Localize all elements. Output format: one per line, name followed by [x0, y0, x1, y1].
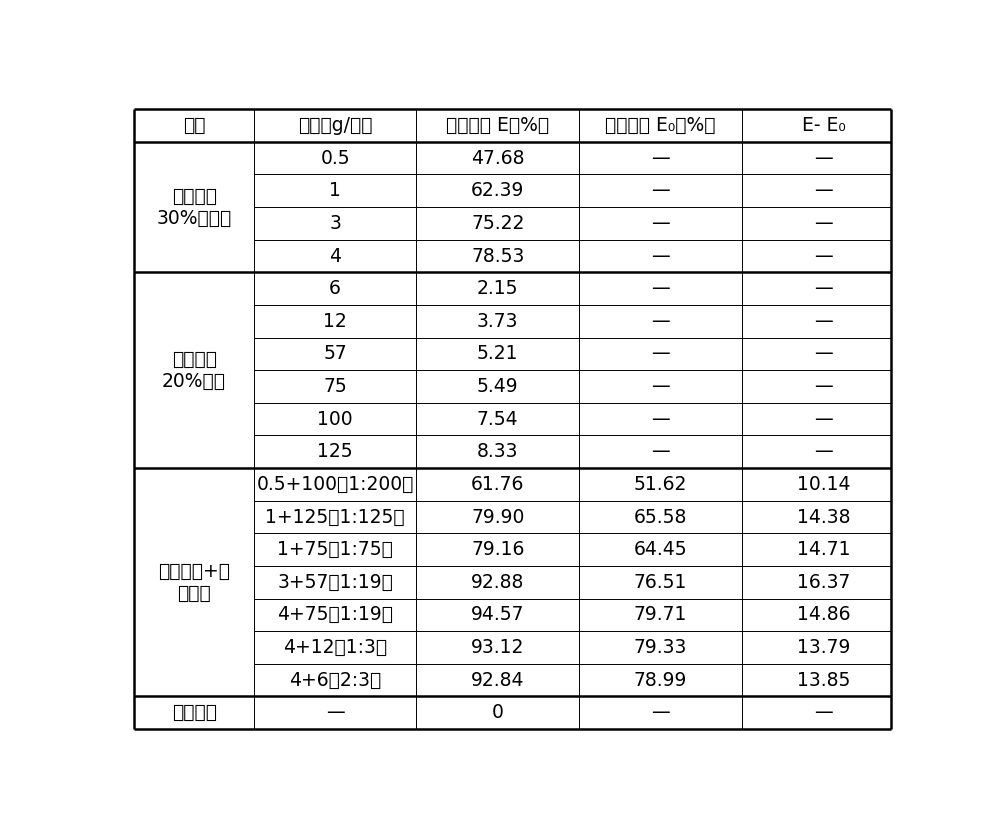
Text: 1+125（1:125）: 1+125（1:125） — [265, 507, 405, 526]
Text: 94.57: 94.57 — [471, 605, 525, 624]
Text: —: — — [651, 247, 670, 266]
Text: 79.71: 79.71 — [634, 605, 687, 624]
Text: 1: 1 — [329, 181, 341, 200]
Text: 0.5: 0.5 — [320, 149, 350, 168]
Text: 3: 3 — [329, 214, 341, 233]
Text: E- E₀: E- E₀ — [802, 116, 846, 135]
Text: 实际防效 E（%）: 实际防效 E（%） — [446, 116, 549, 135]
Text: —: — — [651, 279, 670, 298]
Text: —: — — [814, 344, 833, 364]
Text: 5.21: 5.21 — [477, 344, 519, 364]
Text: 75.22: 75.22 — [471, 214, 524, 233]
Text: 10.14: 10.14 — [797, 475, 851, 494]
Text: 16.37: 16.37 — [797, 573, 850, 592]
Text: 用量（g/亩）: 用量（g/亩） — [298, 116, 372, 135]
Text: 药剂: 药剂 — [183, 116, 205, 135]
Text: —: — — [814, 703, 833, 722]
Text: —: — — [651, 442, 670, 461]
Text: 8.33: 8.33 — [477, 442, 519, 461]
Text: 0.5+100（1:200）: 0.5+100（1:200） — [256, 475, 414, 494]
Text: 4: 4 — [329, 247, 341, 266]
Text: —: — — [651, 344, 670, 364]
Text: 0: 0 — [492, 703, 504, 722]
Text: 苯噈草酮+二
甲四氯: 苯噈草酮+二 甲四氯 — [158, 562, 230, 603]
Text: —: — — [814, 149, 833, 168]
Text: 93.12: 93.12 — [471, 638, 524, 657]
Text: 62.39: 62.39 — [471, 181, 524, 200]
Text: 64.45: 64.45 — [634, 540, 687, 559]
Text: 理论防效 E₀（%）: 理论防效 E₀（%） — [605, 116, 716, 135]
Text: —: — — [651, 377, 670, 396]
Text: —: — — [814, 247, 833, 266]
Text: 13.79: 13.79 — [797, 638, 850, 657]
Text: 2.15: 2.15 — [477, 279, 519, 298]
Text: 13.85: 13.85 — [797, 671, 850, 690]
Text: —: — — [814, 181, 833, 200]
Text: —: — — [326, 703, 344, 722]
Text: 12: 12 — [323, 312, 347, 331]
Text: 4+12（1:3）: 4+12（1:3） — [283, 638, 387, 657]
Text: 7.54: 7.54 — [477, 410, 519, 428]
Text: —: — — [651, 410, 670, 428]
Text: 二甲四氯
20%水剂: 二甲四氯 20%水剂 — [162, 349, 226, 391]
Text: 76.51: 76.51 — [634, 573, 687, 592]
Text: 4+75（1:19）: 4+75（1:19） — [277, 605, 393, 624]
Text: 51.62: 51.62 — [634, 475, 687, 494]
Text: —: — — [814, 377, 833, 396]
Text: —: — — [651, 312, 670, 331]
Text: 1+75（1:75）: 1+75（1:75） — [277, 540, 393, 559]
Text: 47.68: 47.68 — [471, 149, 525, 168]
Text: —: — — [814, 312, 833, 331]
Text: 125: 125 — [317, 442, 353, 461]
Text: 14.86: 14.86 — [797, 605, 851, 624]
Text: 79.16: 79.16 — [471, 540, 524, 559]
Text: 65.58: 65.58 — [634, 507, 687, 526]
Text: 4+6（2:3）: 4+6（2:3） — [289, 671, 381, 690]
Text: 92.88: 92.88 — [471, 573, 524, 592]
Text: 57: 57 — [323, 344, 347, 364]
Text: 14.71: 14.71 — [797, 540, 851, 559]
Text: 75: 75 — [323, 377, 347, 396]
Text: 79.33: 79.33 — [634, 638, 687, 657]
Text: 78.99: 78.99 — [634, 671, 687, 690]
Text: 100: 100 — [317, 410, 353, 428]
Text: —: — — [651, 703, 670, 722]
Text: —: — — [814, 214, 833, 233]
Text: 清水对照: 清水对照 — [172, 703, 217, 722]
Text: 79.90: 79.90 — [471, 507, 524, 526]
Text: 92.84: 92.84 — [471, 671, 525, 690]
Text: 14.38: 14.38 — [797, 507, 851, 526]
Text: —: — — [651, 149, 670, 168]
Text: 5.49: 5.49 — [477, 377, 519, 396]
Text: —: — — [651, 214, 670, 233]
Text: —: — — [814, 442, 833, 461]
Text: 3.73: 3.73 — [477, 312, 519, 331]
Text: 苯噈草酮
30%悬浮剂: 苯噈草酮 30%悬浮剂 — [156, 187, 232, 227]
Text: 3+57（1:19）: 3+57（1:19） — [277, 573, 393, 592]
Text: —: — — [814, 410, 833, 428]
Text: —: — — [651, 181, 670, 200]
Text: —: — — [814, 279, 833, 298]
Text: 6: 6 — [329, 279, 341, 298]
Text: 78.53: 78.53 — [471, 247, 524, 266]
Text: 61.76: 61.76 — [471, 475, 524, 494]
